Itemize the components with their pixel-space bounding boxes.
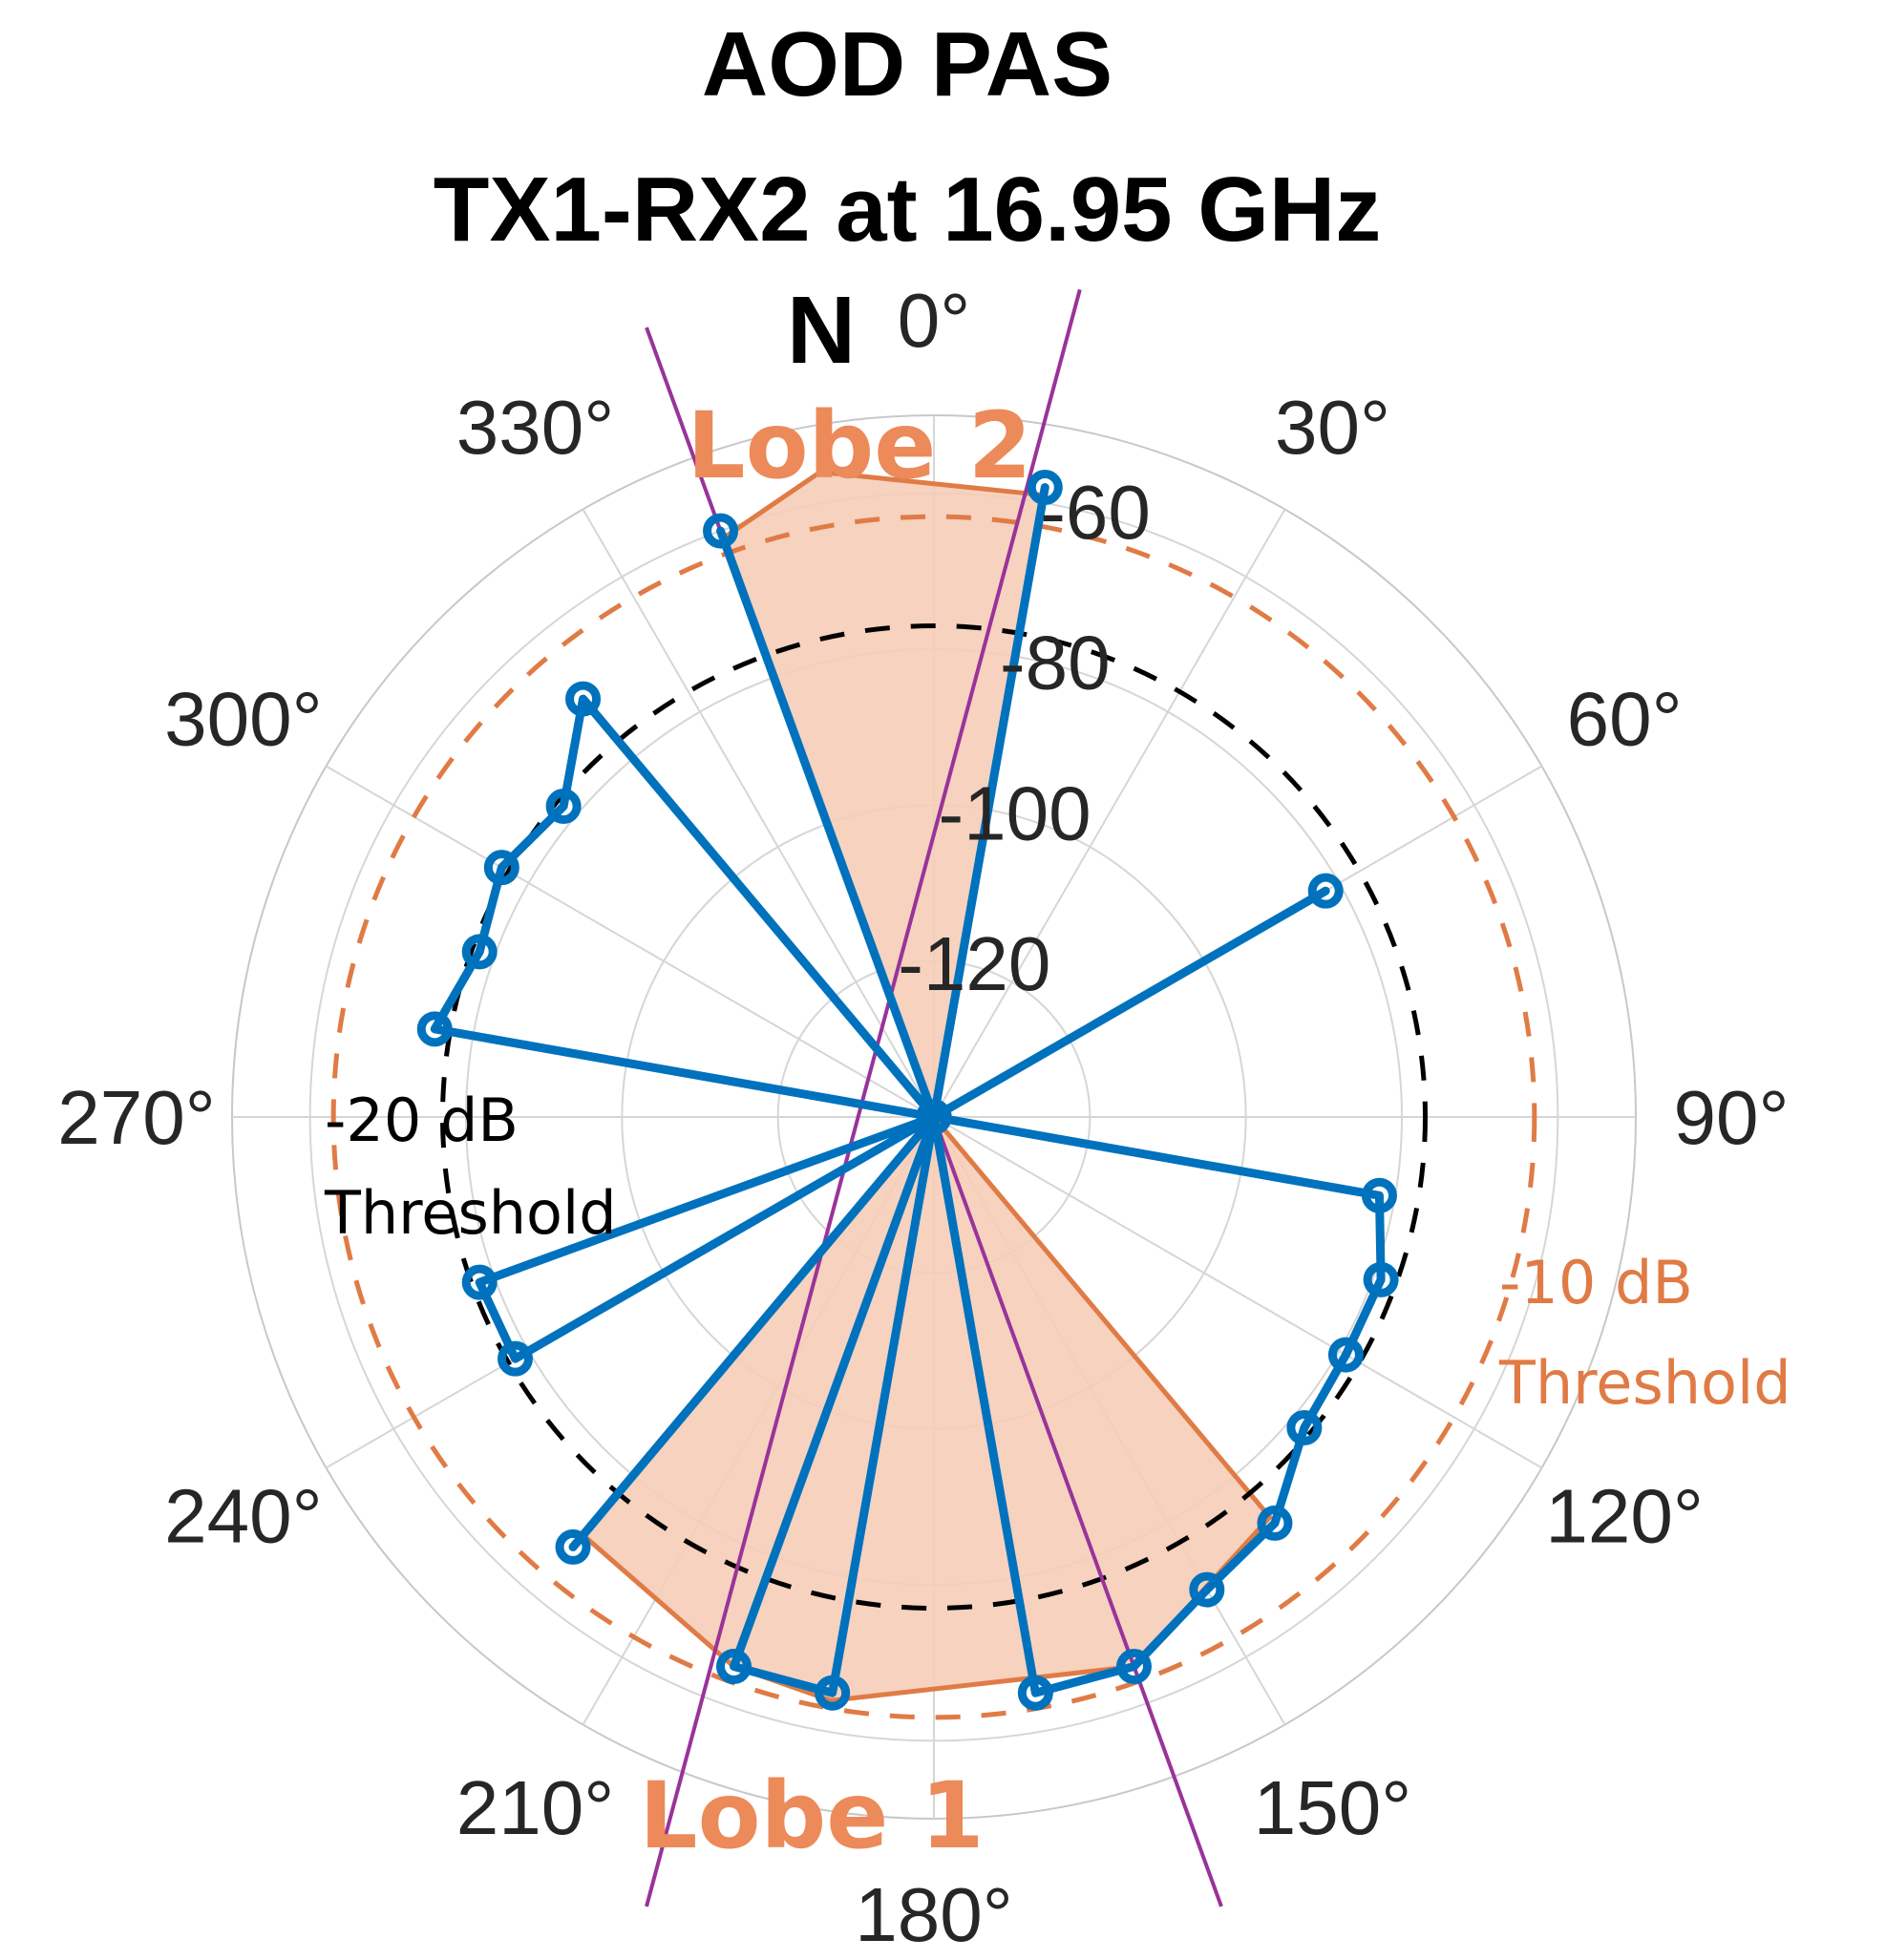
lobe-1-label: Lobe 1 [639,1762,984,1869]
angle-tick-label-210: 210° [456,1765,614,1850]
angle-tick-label-180: 180° [855,1872,1012,1957]
pas-point-10 [1027,470,1063,506]
angle-tick-label-0: 0° [898,278,970,363]
angle-tick-label-60: 60° [1567,677,1683,762]
pas-point-140 [1257,1505,1293,1541]
angle-tick-label-90: 90° [1674,1075,1790,1160]
angle-tick-label-120: 120° [1545,1474,1703,1559]
lobe-2-label: Lobe 2 [687,392,1031,499]
threshold-circles [330,514,1537,1720]
threshold-circle-0 [330,514,1537,1720]
pas-point-250 [461,1264,498,1300]
pas-series [416,470,1399,1711]
north-label: N [787,277,856,384]
pas-point-350 [916,1099,952,1135]
pas-point-100 [1361,1177,1397,1213]
chart-title-group: AOD PAS TX1-RX2 at 16.95 GHz [434,13,1381,261]
threshold-10db-label-line-1: -10 dB [1499,1248,1693,1317]
pas-point-170 [1017,1675,1053,1711]
radial-tick-label--100: -100 [938,770,1091,855]
radial-tick-label--60: -60 [1040,470,1151,555]
pas-point-290 [461,934,498,970]
pas-point-150 [1189,1571,1225,1608]
threshold-20db-label-line-1: -20 dB [325,1085,519,1155]
angle-tick-label-270: 270° [57,1075,215,1160]
chart-title-line-2: TX1-RX2 at 16.95 GHz [434,158,1381,261]
grid-spoke-330 [582,508,935,1118]
pas-point-280 [416,1011,453,1047]
radial-tick-labels: -120 -100 -80 -60 [898,470,1151,1006]
grid-spoke-120 [933,1116,1543,1469]
radial-tick-label--80: -80 [1000,621,1111,706]
pas-point-310 [545,789,582,825]
threshold-20db-label-line-2: Threshold [324,1178,617,1248]
threshold-10db-label-line-2: Threshold [1498,1348,1791,1418]
pas-point-110 [1363,1261,1399,1297]
threshold-circle-1 [440,623,1428,1611]
pas-point-190 [815,1675,851,1711]
chart-title-line-1: AOD PAS [702,13,1113,116]
angle-tick-label-30: 30° [1275,385,1390,470]
radial-tick-label--120: -120 [898,921,1050,1006]
pas-point-240 [498,1340,534,1377]
pas-point-340 [703,513,739,549]
pas-point-120 [1327,1337,1364,1373]
pas-point-160 [1115,1649,1152,1685]
pas-point-130 [1286,1409,1323,1445]
pas-point-220 [555,1528,591,1565]
angle-tick-label-150: 150° [1254,1765,1411,1850]
pas-point-300 [483,850,519,886]
angle-tick-label-300: 300° [164,677,322,762]
angle-tick-labels: 0° 30° 60° 90° 120° 150° 180° 210° 240° 270° 300° 3… [57,278,1789,1957]
annotations: N Lobe 2 Lobe 1 -20 dB Threshold -10 dB … [324,277,1791,1869]
pas-point-60 [1307,873,1344,909]
grid-spoke-30 [933,508,1286,1118]
angle-tick-label-240: 240° [164,1474,322,1559]
lobe-boundary-line-1 [645,288,1082,1907]
grid-spoke-300 [325,765,935,1118]
pas-point-320 [565,681,602,717]
pas-point-200 [716,1649,752,1685]
angle-tick-label-330: 330° [456,385,614,470]
